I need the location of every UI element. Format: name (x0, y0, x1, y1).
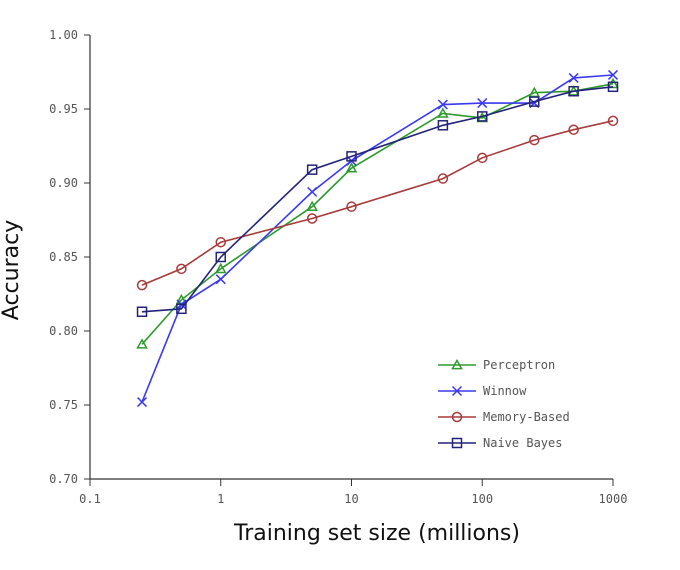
y-tick-label: 0.90 (49, 176, 78, 190)
y-tick-label: 0.70 (49, 472, 78, 486)
series-winnow (138, 70, 618, 406)
data-point-winnow (308, 187, 317, 196)
y-tick-label: 0.75 (49, 398, 78, 412)
legend-label: Memory-Based (483, 410, 570, 424)
legend-entry-memory-based: Memory-Based (438, 410, 570, 424)
data-point-winnow (216, 275, 225, 284)
y-tick-label: 0.85 (49, 250, 78, 264)
series-perceptron (138, 79, 618, 348)
legend-label: Perceptron (483, 358, 555, 372)
x-tick-label: 1 (217, 492, 224, 506)
y-tick-label: 1.00 (49, 28, 78, 42)
legend-entry-perceptron: Perceptron (438, 358, 555, 372)
legend-entry-winnow: Winnow (438, 384, 527, 398)
data-point-winnow (138, 398, 147, 407)
x-tick-label: 10 (344, 492, 358, 506)
legend-label: Naive Bayes (483, 436, 562, 450)
legend-entry-naive-bayes: Naive Bayes (438, 436, 562, 450)
x-tick-label: 100 (471, 492, 493, 506)
legend: Perceptron Winnow Memory-Based Naive Bayes (438, 358, 570, 450)
legend-label: Winnow (483, 384, 527, 398)
series-line-winnow (142, 75, 613, 402)
x-tick-label: 0.1 (79, 492, 101, 506)
y-tick-label: 0.80 (49, 324, 78, 338)
series-memory-based (138, 116, 618, 289)
x-tick-label: 1000 (599, 492, 628, 506)
series-layer (138, 70, 618, 406)
data-point-perceptron (609, 79, 618, 87)
x-axis-label: Training set size (millions) (233, 521, 520, 546)
series-line-perceptron (142, 84, 613, 345)
y-tick-label: 0.95 (49, 102, 78, 116)
y-axis-label: Accuracy (0, 220, 24, 320)
